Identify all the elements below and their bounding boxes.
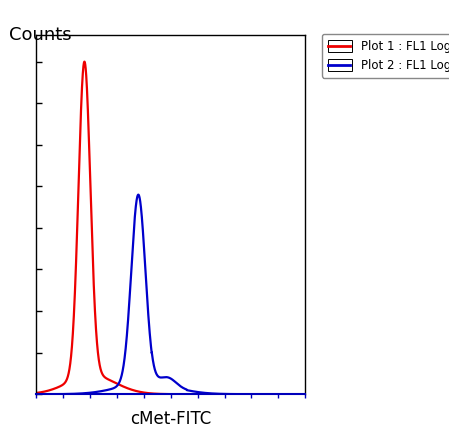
Legend: Plot 1 : FL1 Log, Plot 2 : FL1 Log: Plot 1 : FL1 Log, Plot 2 : FL1 Log (322, 34, 449, 78)
Text: Counts: Counts (9, 26, 71, 44)
X-axis label: cMet-FITC: cMet-FITC (130, 410, 211, 428)
